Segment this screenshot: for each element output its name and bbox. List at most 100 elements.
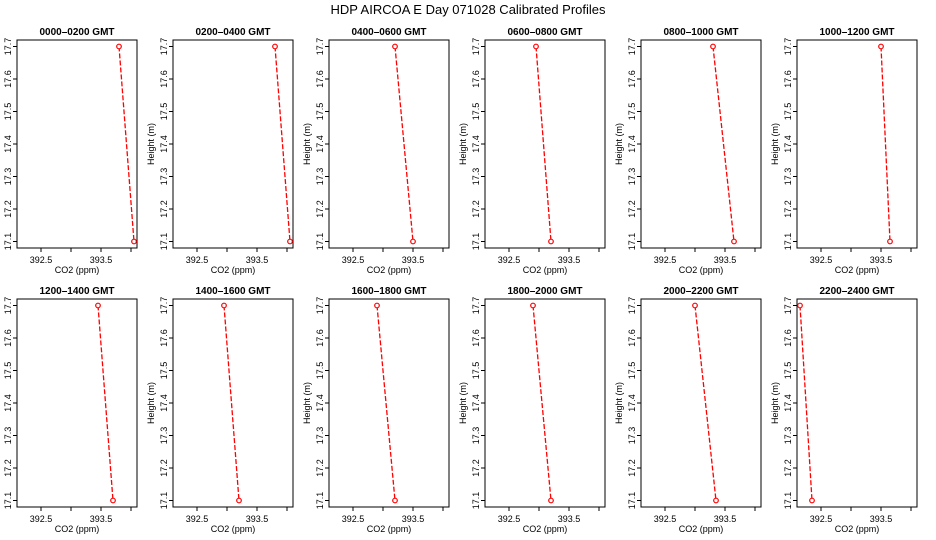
x-axis-label: CO2 (ppm) xyxy=(55,265,100,275)
y-tick-label: 17.6 xyxy=(783,329,793,347)
y-tick-label: 17.3 xyxy=(627,168,637,186)
y-tick-label: 17.3 xyxy=(315,427,325,445)
y-tick-label: 17.2 xyxy=(783,200,793,218)
y-tick-label: 17.4 xyxy=(315,135,325,153)
y-tick-label: 17.1 xyxy=(627,233,637,251)
y-tick-label: 17.5 xyxy=(159,362,169,380)
y-tick-label: 17.5 xyxy=(783,103,793,121)
x-tick-label: 392.5 xyxy=(30,514,53,524)
y-tick-label: 17.3 xyxy=(627,427,637,445)
y-tick-label: 17.2 xyxy=(159,200,169,218)
y-tick-label: 17.1 xyxy=(471,492,481,510)
x-axis-label: CO2 (ppm) xyxy=(835,524,880,534)
y-tick-label: 17.5 xyxy=(627,362,637,380)
x-tick-label: 392.5 xyxy=(810,514,833,524)
data-point xyxy=(287,238,293,245)
y-tick-label: 17.2 xyxy=(3,459,13,477)
data-point xyxy=(116,43,122,50)
x-tick-label: 392.5 xyxy=(498,514,521,524)
x-tick-label: 393.5 xyxy=(714,514,737,524)
y-tick-label: 17.7 xyxy=(315,38,325,56)
y-tick-label: 17.7 xyxy=(471,38,481,56)
data-point xyxy=(548,497,554,504)
x-axis-label: CO2 (ppm) xyxy=(523,524,568,534)
panel-11: 2000–2200 GMT 17.1 17.2 17.3 17.4 17.5 17.6 17.… xyxy=(614,286,762,534)
y-axis-label: Height (m) xyxy=(458,382,468,424)
x-tick-label: 393.5 xyxy=(870,255,893,265)
panel-2: 0200–0400 GMT 17.1 17.2 17.3 17.4 17.5 17.6 17.… xyxy=(146,27,294,275)
profile-line xyxy=(274,46,291,242)
y-tick-label: 17.2 xyxy=(315,459,325,477)
y-tick-label: 17.4 xyxy=(627,394,637,412)
y-tick-label: 17.6 xyxy=(627,329,637,347)
y-tick-label: 17.5 xyxy=(471,103,481,121)
y-axis-label: Height (m) xyxy=(770,382,780,424)
y-tick-label: 17.7 xyxy=(3,297,13,315)
y-tick-label: 17.7 xyxy=(783,38,793,56)
y-tick-label: 17.2 xyxy=(471,200,481,218)
x-tick-label: 392.5 xyxy=(342,255,365,265)
profile-line xyxy=(223,305,240,501)
y-tick-label: 17.7 xyxy=(159,297,169,315)
y-tick-label: 17.5 xyxy=(3,362,13,380)
y-tick-label: 17.1 xyxy=(783,492,793,510)
data-point xyxy=(392,43,398,50)
profile-line xyxy=(118,46,135,242)
y-tick-label: 17.7 xyxy=(315,297,325,315)
y-tick-label: 17.4 xyxy=(159,394,169,412)
data-point xyxy=(131,238,137,245)
panel-title: 0600–0800 GMT xyxy=(507,27,582,38)
y-tick-label: 17.2 xyxy=(159,459,169,477)
x-tick-label: 393.5 xyxy=(870,514,893,524)
profile-line xyxy=(535,46,552,242)
data-point xyxy=(731,238,737,245)
plot-frame xyxy=(16,39,138,249)
data-point xyxy=(887,238,893,245)
x-tick-label: 393.5 xyxy=(558,255,581,265)
y-tick-label: 17.6 xyxy=(315,329,325,347)
y-tick-label: 17.4 xyxy=(3,135,13,153)
panel-title: 1800–2000 GMT xyxy=(507,286,582,297)
y-tick-label: 17.6 xyxy=(471,70,481,88)
x-axis-label: CO2 (ppm) xyxy=(835,265,880,275)
plot-frame xyxy=(640,298,762,508)
y-tick-label: 17.1 xyxy=(315,492,325,510)
y-tick-label: 17.6 xyxy=(315,70,325,88)
data-point xyxy=(95,302,101,309)
x-axis-label: CO2 (ppm) xyxy=(211,524,256,534)
panel-title: 0200–0400 GMT xyxy=(195,27,270,38)
panel-title: 0000–0200 GMT xyxy=(39,27,114,38)
y-tick-label: 17.3 xyxy=(471,168,481,186)
y-axis-label: Height (m) xyxy=(302,382,312,424)
y-axis-label: Height (m) xyxy=(302,123,312,165)
x-axis-label: CO2 (ppm) xyxy=(55,524,100,534)
x-tick-label: 392.5 xyxy=(342,514,365,524)
y-axis-label: Height (m) xyxy=(614,123,624,165)
panel-7: 1200–1400 GMT 17.1 17.2 17.3 17.4 17.5 17.6 17.… xyxy=(3,286,138,534)
x-tick-label: 392.5 xyxy=(654,514,677,524)
y-tick-label: 17.1 xyxy=(159,492,169,510)
y-tick-label: 17.3 xyxy=(159,427,169,445)
y-tick-label: 17.1 xyxy=(315,233,325,251)
panel-title: 1600–1800 GMT xyxy=(351,286,426,297)
y-tick-label: 17.4 xyxy=(3,394,13,412)
x-tick-label: 392.5 xyxy=(186,255,209,265)
panel-12: 2200–2400 GMT 17.1 17.2 17.3 17.4 17.5 17.6 17.… xyxy=(770,286,918,534)
x-axis-label: CO2 (ppm) xyxy=(679,265,724,275)
y-axis-label: Height (m) xyxy=(614,382,624,424)
y-tick-label: 17.6 xyxy=(471,329,481,347)
panel-title: 2200–2400 GMT xyxy=(819,286,894,297)
x-tick-label: 393.5 xyxy=(714,255,737,265)
panel-title: 0800–1000 GMT xyxy=(663,27,738,38)
data-point xyxy=(110,497,116,504)
x-tick-label: 392.5 xyxy=(30,255,53,265)
y-tick-label: 17.5 xyxy=(783,362,793,380)
plot-frame xyxy=(172,39,294,249)
y-tick-label: 17.7 xyxy=(627,38,637,56)
data-point xyxy=(809,497,815,504)
y-tick-label: 17.1 xyxy=(471,233,481,251)
y-tick-label: 17.5 xyxy=(471,362,481,380)
y-axis-label: Height (m) xyxy=(146,382,156,424)
plot-frame xyxy=(484,39,606,249)
profile-line xyxy=(799,305,813,501)
